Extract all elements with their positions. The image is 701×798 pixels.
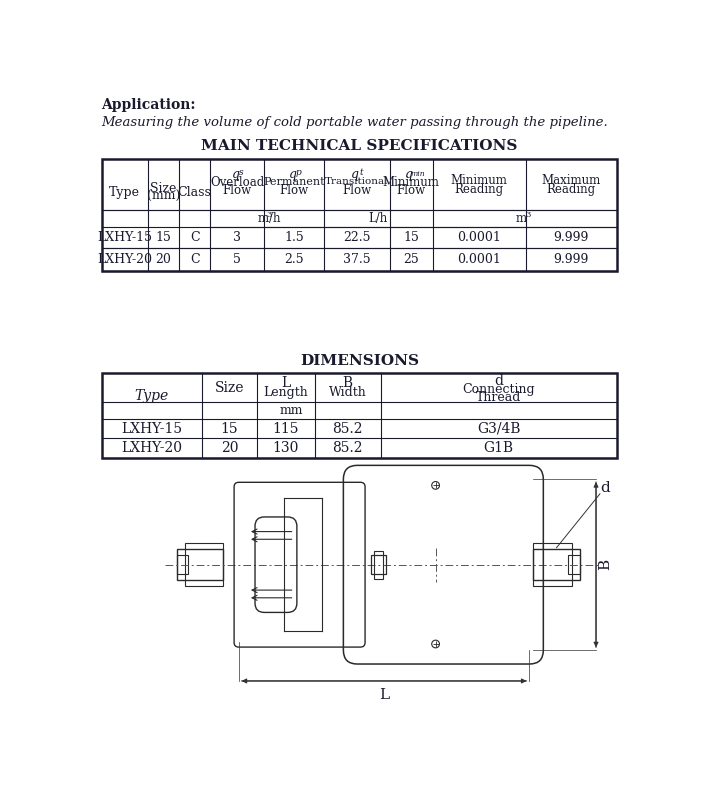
Text: q: q — [351, 168, 360, 181]
Text: L/h: L/h — [369, 211, 388, 225]
Text: Application:: Application: — [102, 98, 196, 112]
Text: m: m — [516, 211, 527, 225]
Bar — [102, 159, 617, 271]
Text: B: B — [599, 559, 613, 571]
Text: Transitional: Transitional — [325, 177, 388, 187]
Bar — [371, 555, 386, 574]
Text: 15: 15 — [403, 231, 419, 244]
Text: B: B — [343, 376, 353, 390]
Text: q: q — [231, 168, 240, 181]
Text: Size: Size — [151, 183, 177, 196]
Text: t: t — [359, 168, 362, 177]
Text: 2.5: 2.5 — [285, 253, 304, 266]
Text: 85.2: 85.2 — [332, 441, 363, 455]
Text: min: min — [410, 170, 425, 178]
Text: Class: Class — [177, 186, 212, 200]
Text: L: L — [281, 376, 290, 390]
Text: 3: 3 — [266, 211, 272, 219]
Text: C: C — [190, 253, 199, 266]
Text: Length: Length — [264, 385, 308, 399]
Bar — [374, 551, 383, 579]
Text: 37.5: 37.5 — [343, 253, 371, 266]
Text: 9.999: 9.999 — [554, 231, 589, 244]
Text: Flow: Flow — [280, 184, 308, 197]
Text: 1.5: 1.5 — [285, 231, 304, 244]
Text: LXHY-15: LXHY-15 — [97, 231, 152, 244]
Text: Flow: Flow — [223, 184, 252, 197]
Text: Reading: Reading — [547, 184, 596, 196]
Text: s: s — [239, 168, 243, 177]
Text: G1B: G1B — [484, 441, 514, 455]
Text: 20: 20 — [221, 441, 238, 455]
Text: 0.0001: 0.0001 — [457, 231, 501, 244]
Text: d: d — [494, 374, 503, 389]
Text: 9.999: 9.999 — [554, 253, 589, 266]
Text: LXHY-20: LXHY-20 — [121, 441, 182, 455]
Text: 0.0001: 0.0001 — [457, 253, 501, 266]
Text: (mm): (mm) — [147, 190, 180, 203]
Text: 115: 115 — [273, 422, 299, 436]
Text: LXHY-15: LXHY-15 — [121, 422, 182, 436]
Text: 3: 3 — [233, 231, 241, 244]
Text: mm: mm — [280, 405, 304, 417]
Text: 15: 15 — [156, 231, 172, 244]
Text: Minimum: Minimum — [383, 176, 440, 188]
Text: 25: 25 — [403, 253, 419, 266]
Text: Flow: Flow — [397, 184, 426, 197]
Text: 3: 3 — [525, 211, 531, 219]
Bar — [177, 549, 223, 580]
Text: Thread: Thread — [476, 391, 522, 404]
Text: m: m — [257, 211, 268, 225]
Text: 22.5: 22.5 — [343, 231, 371, 244]
Text: Type: Type — [109, 186, 140, 200]
Text: DIMENSIONS: DIMENSIONS — [300, 354, 419, 369]
Text: 85.2: 85.2 — [332, 422, 363, 436]
Text: LXHY-20: LXHY-20 — [97, 253, 152, 266]
Text: 5: 5 — [233, 253, 241, 266]
Text: /h: /h — [269, 211, 280, 225]
Bar — [177, 555, 189, 574]
Text: Permanent: Permanent — [264, 177, 325, 187]
Text: Measuring the volume of cold portable water passing through the pipeline.: Measuring the volume of cold portable wa… — [102, 117, 608, 129]
Text: q: q — [405, 168, 413, 181]
Text: L: L — [379, 688, 389, 701]
Text: p: p — [295, 168, 301, 177]
Text: Reading: Reading — [454, 184, 503, 196]
Text: Connecting: Connecting — [463, 382, 535, 396]
Text: MAIN TECHNICAL SPECIFICATIONS: MAIN TECHNICAL SPECIFICATIONS — [201, 139, 518, 152]
Bar — [184, 543, 223, 587]
Text: C: C — [190, 231, 199, 244]
Bar — [568, 555, 580, 574]
Text: 130: 130 — [273, 441, 299, 455]
Text: Flow: Flow — [342, 184, 372, 197]
Text: Overload: Overload — [210, 176, 264, 188]
Text: Width: Width — [329, 385, 367, 399]
Text: 20: 20 — [156, 253, 172, 266]
Text: Maximum: Maximum — [542, 174, 601, 187]
Text: Size: Size — [215, 381, 244, 394]
Bar — [533, 543, 572, 587]
Bar — [102, 373, 617, 458]
Text: Type: Type — [135, 389, 169, 403]
Text: 15: 15 — [221, 422, 238, 436]
Bar — [533, 549, 580, 580]
Text: d: d — [601, 480, 610, 495]
Text: G3/4B: G3/4B — [477, 422, 521, 436]
Text: Minimum: Minimum — [451, 174, 508, 187]
Text: q: q — [289, 168, 297, 181]
